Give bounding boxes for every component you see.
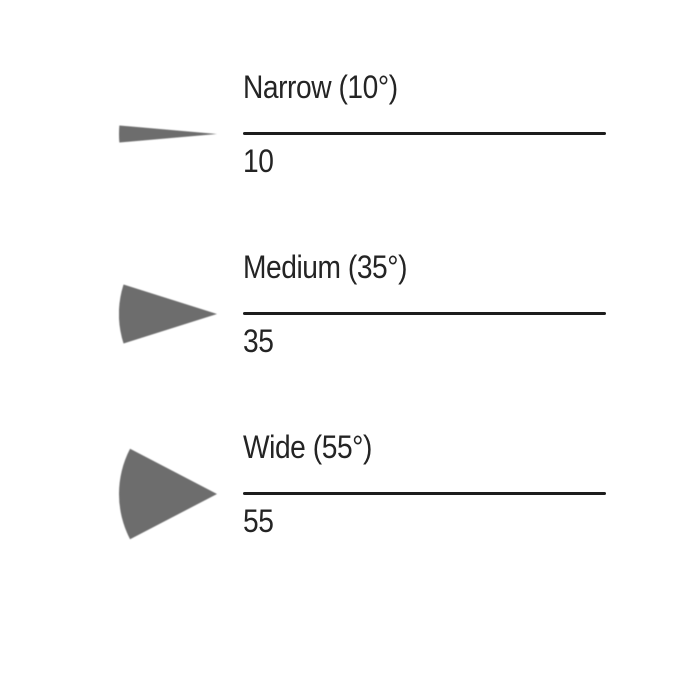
wedge-value: 10 — [243, 143, 278, 179]
value-underline — [243, 312, 606, 315]
wedge-label: Narrow (10°) — [243, 69, 419, 105]
wedge-label: Medium (35°) — [243, 249, 429, 285]
wedge-value: 35 — [243, 323, 278, 359]
value-underline — [243, 132, 606, 135]
wedge-row-wide: Wide (55°) 55 — [0, 414, 700, 574]
value-underline — [243, 492, 606, 495]
wedge-sector-shape — [118, 448, 217, 540]
wedge-value-text: 35 — [243, 323, 274, 359]
wedge-sector-shape — [119, 284, 217, 344]
wedge-label-text: Wide (55°) — [243, 429, 372, 465]
wedge-icon-medium — [119, 284, 217, 344]
wedge-row-narrow: Narrow (10°) 10 — [0, 54, 700, 214]
wedge-row-medium: Medium (35°) 35 — [0, 234, 700, 394]
wedge-value: 55 — [243, 503, 278, 539]
wedge-value-text: 10 — [243, 143, 274, 179]
wedge-label: Wide (55°) — [243, 429, 390, 465]
wedge-label-text: Medium (35°) — [243, 249, 408, 285]
wedge-label-text: Narrow (10°) — [243, 69, 398, 105]
wedge-sector-shape — [118, 125, 217, 143]
wedge-icon-narrow — [118, 125, 217, 143]
wedge-icon-wide — [118, 448, 217, 540]
wedge-value-text: 55 — [243, 503, 274, 539]
